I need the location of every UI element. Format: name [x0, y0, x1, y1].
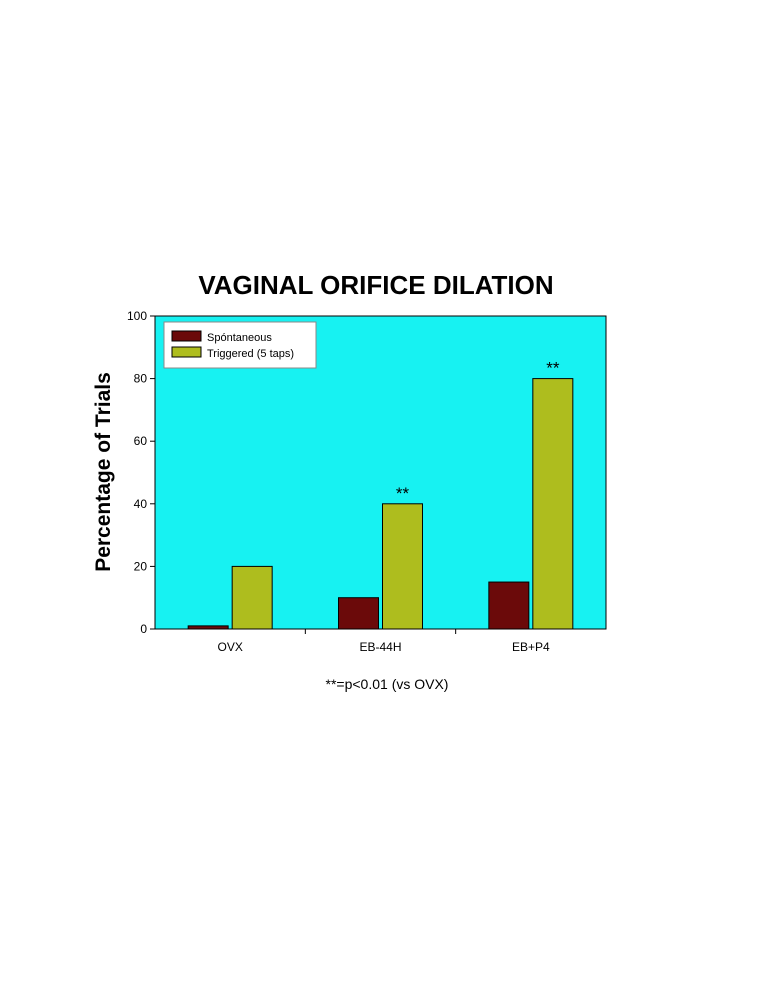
legend-label-triggered: Triggered (5 taps)	[207, 348, 294, 360]
x-axis: OVX EB-44H EB+P4	[217, 629, 550, 654]
y-axis: 0 20 40 60 80 100	[127, 309, 155, 636]
y-tick-label: 100	[127, 309, 147, 323]
bar-triggered-eb-44h	[382, 503, 423, 630]
y-tick-label: 20	[134, 559, 148, 573]
annotations: ** **	[396, 359, 560, 503]
y-tick-label: 40	[134, 497, 148, 511]
footnote: **=p<0.01 (vs OVX)	[326, 676, 449, 692]
y-tick-label: 60	[134, 434, 148, 448]
chart-title: VAGINAL ORIFICE DILATION	[198, 270, 553, 300]
legend-label-spontaneous: Spóntaneous	[207, 332, 272, 344]
legend-swatch-spontaneous	[171, 330, 202, 342]
legend: Spóntaneous Triggered (5 taps)	[163, 321, 317, 369]
significance-marker: **	[546, 359, 560, 378]
bar-spontaneous-ovx	[187, 625, 229, 630]
bar-triggered-eb-p4	[532, 378, 574, 630]
bars	[187, 378, 574, 630]
x-tick-label: OVX	[217, 640, 242, 654]
y-axis-label: Percentage of Trials	[92, 372, 115, 572]
bar-spontaneous-eb-44h	[338, 597, 379, 630]
bar-spontaneous-eb-p4	[488, 581, 530, 630]
x-tick-label: EB-44H	[359, 640, 401, 654]
legend-box	[163, 321, 317, 369]
significance-marker: **	[396, 484, 410, 503]
bar-triggered-ovx	[231, 565, 273, 630]
legend-swatch-triggered	[171, 346, 202, 358]
y-tick-label: 80	[134, 372, 148, 386]
y-tick-label: 0	[140, 622, 147, 636]
x-tick-label: EB+P4	[512, 640, 550, 654]
